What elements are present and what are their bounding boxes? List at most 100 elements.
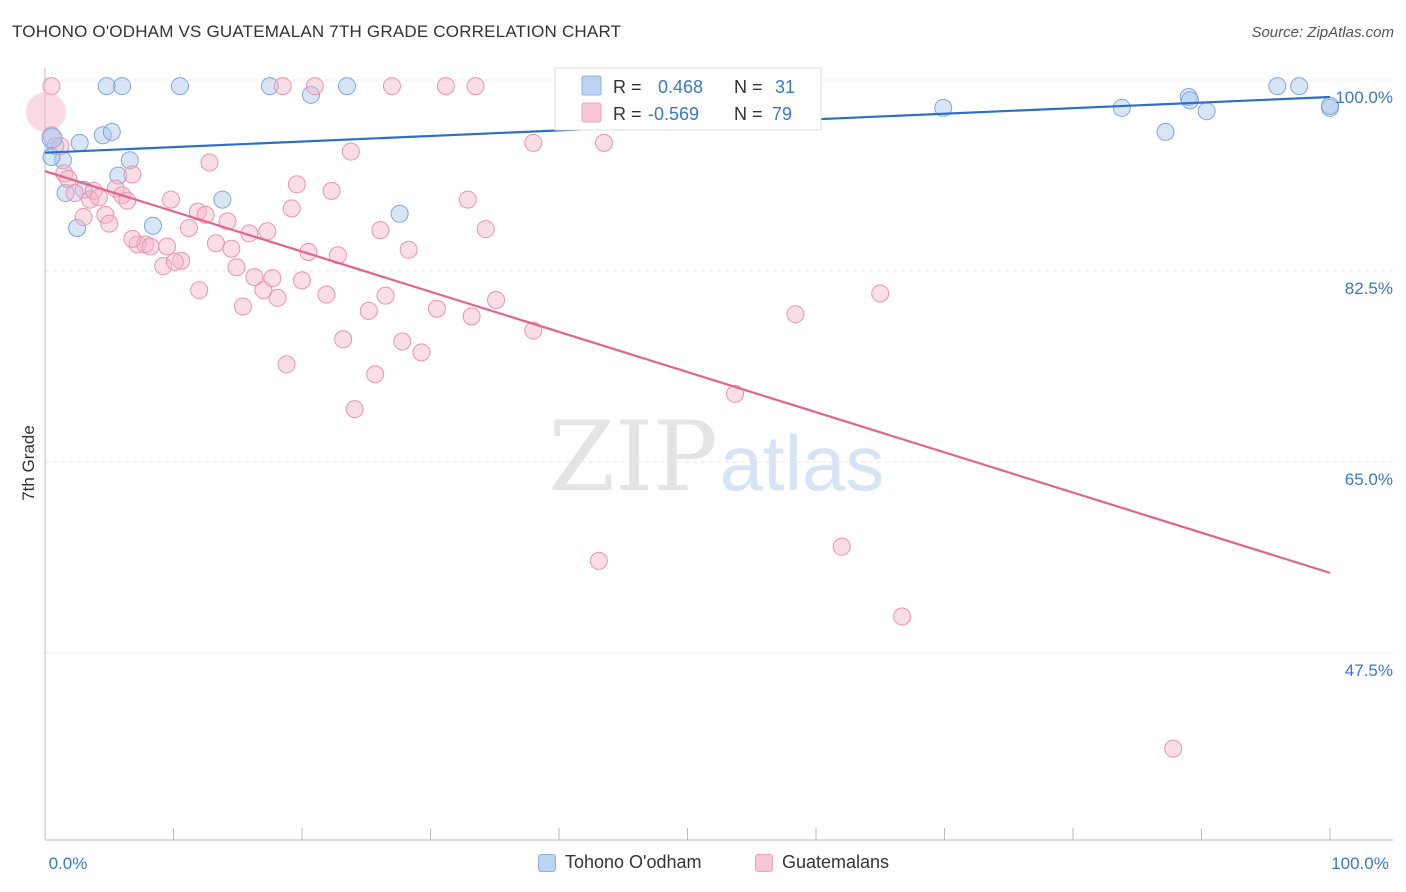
legend-item-guatemalans[interactable]: Guatemalans bbox=[755, 852, 889, 873]
guatemalan-point bbox=[222, 239, 241, 258]
legend-label-tohono: Tohono O'odham bbox=[565, 852, 702, 872]
x-tick-label-max: 100.0% bbox=[1331, 854, 1389, 873]
tohono-point bbox=[41, 127, 63, 149]
guatemalan-point bbox=[871, 284, 890, 303]
legend-r-value-2: -0.569 bbox=[648, 104, 699, 124]
legend-item-tohono[interactable]: Tohono O'odham bbox=[538, 852, 702, 873]
guatemalan-point bbox=[273, 77, 292, 96]
guatemalan-point bbox=[366, 365, 385, 384]
guatemalan-point bbox=[726, 384, 745, 403]
legend-swatch-pink bbox=[581, 102, 602, 123]
guatemalan-point bbox=[334, 330, 353, 349]
x-tick-label-min: 0.0% bbox=[49, 854, 88, 873]
guatemalan-point bbox=[227, 258, 246, 277]
tohono-point bbox=[102, 122, 121, 141]
tohono-point bbox=[1268, 77, 1287, 96]
tohono-point bbox=[390, 204, 409, 223]
guatemalan-point bbox=[322, 181, 341, 200]
guatemalan-point bbox=[100, 214, 119, 233]
legend-r-label-1: R = bbox=[613, 77, 642, 97]
guatemalan-point bbox=[832, 537, 851, 556]
legend-n-label-1: N = bbox=[734, 77, 763, 97]
guatemalan-point bbox=[161, 190, 180, 209]
tohono-point bbox=[68, 218, 87, 237]
guatemalan-point bbox=[254, 281, 273, 300]
guatemalan-point bbox=[305, 77, 324, 96]
tohono-point bbox=[1197, 102, 1216, 121]
guatemalan-point bbox=[65, 184, 84, 203]
guatemalan-point bbox=[141, 237, 160, 256]
tohono-point bbox=[120, 151, 139, 170]
guatemalan-point bbox=[594, 133, 613, 152]
guatemalan-point bbox=[393, 332, 412, 351]
tohono-point bbox=[1290, 77, 1309, 96]
guatemalan-point bbox=[458, 190, 477, 209]
guatemalan-point bbox=[436, 77, 455, 96]
guatemalan-point bbox=[154, 257, 173, 276]
guatemalan-point bbox=[345, 400, 364, 419]
guatemalan-point bbox=[382, 77, 401, 96]
tohono-point bbox=[1180, 91, 1199, 110]
tohono-point bbox=[70, 133, 89, 152]
legend-r-value-1: 0.468 bbox=[658, 77, 703, 97]
tohono-point bbox=[97, 77, 116, 96]
guatemalan-point bbox=[412, 343, 431, 362]
guatemalan-point bbox=[258, 222, 277, 241]
y-tick-label: 65.0% bbox=[1345, 470, 1393, 489]
chart-title: TOHONO O'ODHAM VS GUATEMALAN 7TH GRADE C… bbox=[12, 22, 622, 41]
guatemalan-point bbox=[476, 220, 495, 239]
guatemalan-point bbox=[245, 268, 264, 287]
legend-n-value-1: 31 bbox=[775, 77, 795, 97]
legend-swatch-tohono bbox=[538, 853, 556, 872]
y-axis-label: 7th Grade bbox=[19, 425, 38, 501]
y-tick-label: 100.0% bbox=[1335, 88, 1393, 107]
guatemalan-point bbox=[96, 205, 115, 224]
guatemalan-trend-line bbox=[44, 170, 1331, 574]
tohono-point bbox=[260, 77, 279, 96]
tohono-point bbox=[213, 190, 232, 209]
tohono-point bbox=[109, 166, 128, 185]
guatemalan-point bbox=[74, 208, 93, 227]
grid-layer bbox=[45, 79, 1393, 654]
guatemalan-point bbox=[233, 297, 252, 316]
guatemalan-point bbox=[341, 142, 360, 161]
guatemalan-point bbox=[427, 299, 446, 318]
source-label: Source: ZipAtlas.com bbox=[1251, 24, 1394, 41]
guatemalan-point bbox=[287, 175, 306, 194]
guatemalan-point bbox=[26, 92, 66, 132]
tohono-point bbox=[1156, 122, 1175, 141]
axes-layer bbox=[44, 68, 1393, 841]
guatemalan-point bbox=[172, 251, 191, 270]
guatemalan-point bbox=[371, 221, 390, 240]
tohono-point bbox=[170, 77, 189, 96]
legend-n-value-2: 79 bbox=[772, 104, 792, 124]
y-tick-label: 82.5% bbox=[1345, 279, 1393, 298]
legend-label-guatemalans: Guatemalans bbox=[782, 852, 890, 872]
guatemalan-point bbox=[123, 229, 142, 248]
guatemalan-point bbox=[376, 286, 395, 305]
legend-box: R = 0.468 N = 31 R = -0.569 N = 79 bbox=[554, 67, 822, 131]
guatemalan-point bbox=[179, 218, 198, 237]
tohono-point bbox=[337, 77, 356, 96]
guatemalan-point bbox=[524, 133, 543, 152]
guatemalan-point bbox=[293, 271, 311, 290]
tohono-point bbox=[113, 77, 132, 96]
legend-swatch-guatemalans bbox=[755, 853, 773, 872]
guatemalan-point bbox=[200, 153, 219, 172]
tohono-point bbox=[934, 98, 953, 117]
watermark: ZIP atlas bbox=[548, 401, 884, 513]
bottom-legend: Tohono O'odham Guatemalans bbox=[0, 852, 1406, 878]
guatemalan-point bbox=[218, 212, 237, 231]
guatemalan-point bbox=[89, 188, 108, 207]
legend-swatch-blue bbox=[581, 75, 602, 96]
guatemalan-point bbox=[158, 237, 177, 256]
guatemalan-point bbox=[206, 234, 225, 253]
tohono-point bbox=[1112, 98, 1131, 117]
guatemalan-point bbox=[123, 165, 142, 184]
tohono-point bbox=[143, 216, 162, 235]
legend-n-label-2: N = bbox=[734, 104, 763, 124]
points-layer bbox=[26, 77, 1339, 758]
guatemalan-point bbox=[399, 240, 418, 259]
watermark-zip: ZIP bbox=[548, 401, 717, 513]
guatemalan-point bbox=[589, 551, 608, 570]
